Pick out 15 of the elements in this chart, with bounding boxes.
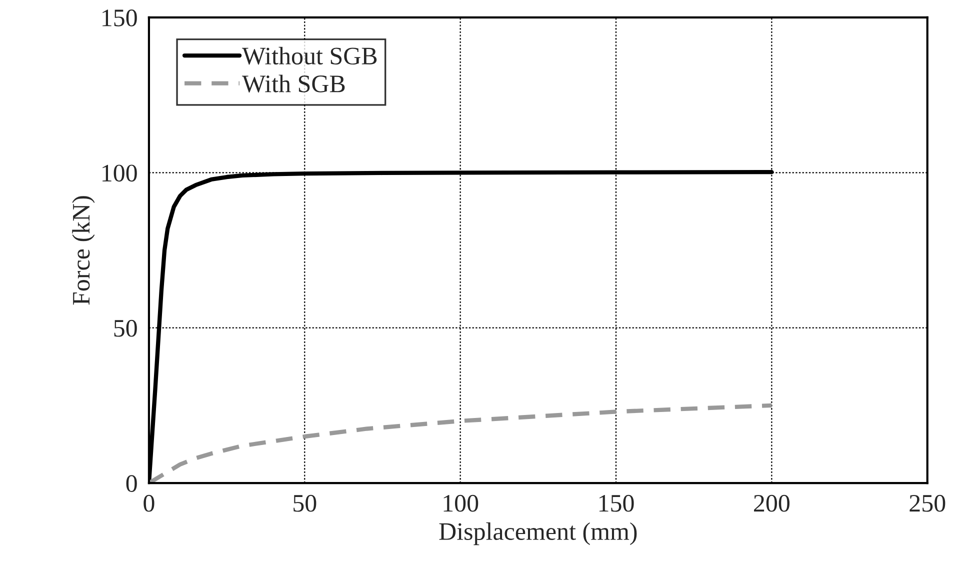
x-tick-label: 50 bbox=[294, 494, 316, 512]
x-tick-label: 200 bbox=[754, 494, 790, 512]
y-tick-label: 100 bbox=[102, 164, 137, 182]
y-tick-label: 0 bbox=[126, 475, 137, 492]
x-tick-label: 0 bbox=[144, 494, 154, 512]
x-tick-label: 150 bbox=[599, 494, 634, 512]
y-tick-label: 150 bbox=[102, 10, 137, 26]
x-tick-label: 250 bbox=[910, 494, 946, 512]
y-axis-title: Force (kN) bbox=[72, 196, 95, 305]
y-tick-label: 50 bbox=[114, 320, 137, 337]
x-tick-label: 100 bbox=[444, 494, 478, 512]
legend-label: Without SGB bbox=[242, 46, 377, 65]
x-axis-title: Displacement (mm) bbox=[439, 522, 637, 546]
line-series bbox=[148, 403, 774, 484]
legend-label: With SGB bbox=[242, 74, 345, 92]
